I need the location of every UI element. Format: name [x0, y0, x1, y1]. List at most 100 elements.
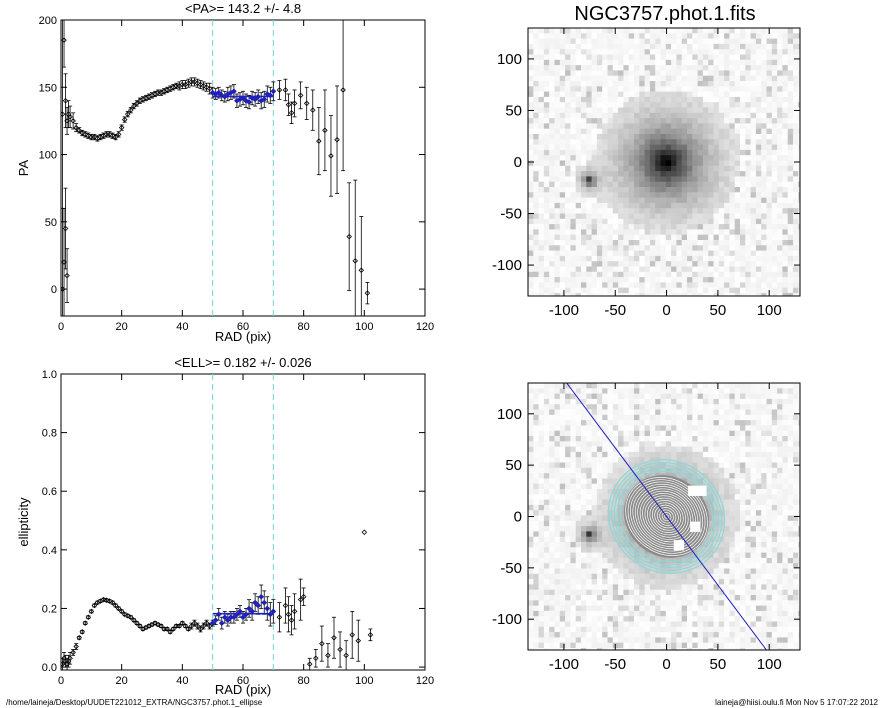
iso-pixel	[586, 510, 592, 516]
iso-pixel	[639, 467, 645, 474]
fits-pixel	[708, 134, 714, 140]
fits-pixel	[687, 234, 693, 241]
fits-pixel	[734, 271, 741, 278]
fits-pixel	[681, 118, 688, 124]
fits-pixel	[798, 187, 800, 193]
fits-pixel	[734, 139, 741, 145]
iso-pixel	[639, 414, 645, 421]
fits-pixel	[644, 70, 651, 77]
fits-pixel	[676, 213, 683, 220]
iso-pixel	[623, 414, 630, 421]
iso-pixel	[702, 425, 709, 432]
fits-pixel	[581, 81, 587, 87]
fits-pixel	[660, 187, 667, 193]
fits-pixel	[581, 118, 587, 124]
fits-pixel	[543, 250, 550, 257]
fits-pixel	[740, 197, 746, 204]
fits-pixel	[681, 202, 688, 209]
iso-pixel	[713, 414, 720, 421]
fits-pixel	[559, 255, 566, 262]
fits-pixel	[729, 123, 736, 130]
fits-pixel	[581, 218, 587, 225]
fits-pixel	[618, 86, 624, 92]
fits-pixel	[766, 54, 773, 61]
iso-pixel	[681, 398, 688, 405]
fits-pixel	[554, 287, 561, 294]
iso-pixel	[565, 451, 571, 458]
fits-pixel	[538, 102, 545, 108]
fits-pixel	[586, 86, 592, 92]
fits-pixel	[724, 70, 730, 77]
fits-pixel	[740, 28, 746, 34]
fits-pixel	[607, 187, 614, 193]
fits-pixel	[697, 139, 704, 145]
fits-pixel	[687, 245, 693, 251]
iso-pixel	[575, 383, 582, 389]
fits-pixel	[793, 49, 799, 55]
fits-pixel	[655, 128, 661, 135]
fits-pixel	[745, 218, 751, 225]
fits-pixel	[575, 81, 582, 87]
fits-pixel	[787, 218, 794, 225]
fits-pixel	[565, 255, 571, 262]
fits-pixel	[676, 59, 683, 66]
iso-pixel	[782, 467, 789, 474]
iso-pixel	[634, 441, 640, 447]
iso-pixel	[750, 489, 757, 495]
fits-pixel	[755, 176, 762, 183]
fits-pixel	[782, 293, 789, 296]
pa-point	[270, 88, 277, 95]
iso-pixel	[649, 467, 656, 474]
iso-pixel	[570, 462, 577, 469]
fits-pixel	[581, 59, 587, 66]
fits-pixel	[554, 155, 561, 161]
iso-pixel	[671, 467, 677, 474]
iso-pixel	[750, 383, 757, 389]
fits-pixel	[623, 218, 630, 225]
fits-pixel	[708, 28, 714, 34]
fits-pixel	[750, 65, 757, 71]
fits-pixel	[634, 213, 640, 220]
iso-pixel	[596, 510, 603, 516]
fits-pixel	[782, 160, 789, 167]
fits-pixel	[782, 155, 789, 161]
fits-pixel	[724, 33, 730, 39]
fits-pixel	[543, 192, 550, 198]
fits-pixel	[729, 38, 736, 45]
fits-pixel	[565, 240, 571, 246]
fits-pixel	[734, 171, 741, 177]
fits-pixel	[771, 266, 778, 273]
iso-pixel	[570, 478, 577, 485]
fits-pixel	[713, 86, 720, 92]
fits-pixel	[623, 123, 630, 130]
iso-pixel	[676, 388, 683, 394]
fits-pixel	[543, 176, 550, 183]
fits-pixel	[745, 229, 751, 236]
fits-pixel	[740, 261, 746, 267]
fits-pixel	[581, 96, 587, 103]
fits-pixel	[559, 176, 566, 183]
fits-pixel	[570, 134, 577, 140]
fits-pixel	[581, 28, 587, 34]
fits-pixel	[745, 245, 751, 251]
iso-pixel	[538, 457, 545, 463]
fits-pixel	[639, 139, 645, 145]
iso-pixel	[591, 409, 598, 416]
fits-pixel	[671, 54, 677, 61]
fits-pixel	[528, 134, 534, 140]
iso-pixel	[607, 404, 614, 410]
fits-pixel	[665, 91, 672, 98]
fits-pixel	[649, 96, 656, 103]
iso-pixel	[798, 425, 800, 432]
iso-pixel	[618, 457, 624, 463]
fits-pixel	[745, 49, 751, 55]
iso-pixel	[713, 420, 720, 426]
fits-pixel	[634, 187, 640, 193]
fits-pixel	[718, 123, 725, 130]
fits-pixel	[607, 240, 614, 246]
iso-pixel	[671, 409, 677, 416]
pa-ytick-label: 100	[39, 150, 57, 162]
fits-pixel	[771, 192, 778, 198]
fits-pixel	[793, 155, 799, 161]
fits-pixel	[596, 208, 603, 214]
